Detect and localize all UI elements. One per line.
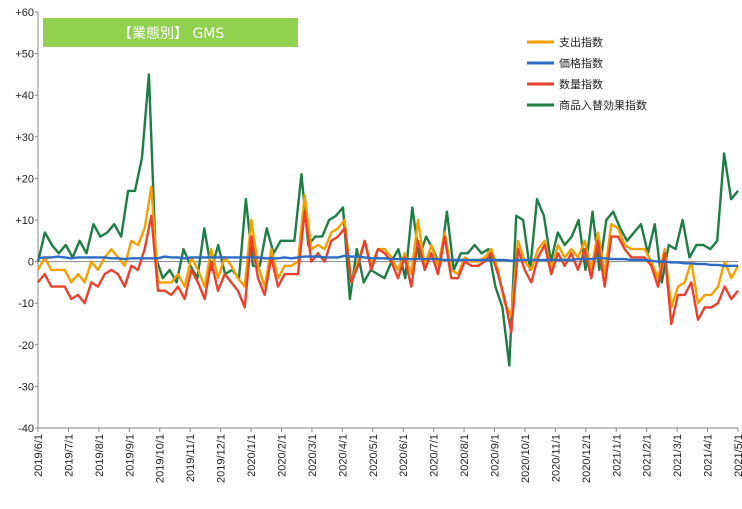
y-tick-label: +10	[15, 215, 34, 227]
x-tick-label: 2019/9/1	[124, 434, 136, 477]
x-tick-label: 2021/2/1	[642, 434, 654, 477]
x-tick-label: 2021/1/1	[611, 434, 623, 477]
chart-title: 【業態別】 GMS	[118, 26, 224, 42]
x-tick-label: 2021/5/1	[733, 434, 742, 477]
y-tick-label: -10	[18, 298, 34, 310]
x-tick-label: 2020/2/1	[276, 434, 288, 477]
legend-label: 支出指数	[559, 35, 603, 49]
x-tick-label: 2020/12/1	[581, 434, 593, 483]
legend-label: 商品入替効果指数	[559, 98, 647, 112]
y-tick-label: +60	[15, 7, 34, 19]
x-tick-label: 2020/3/1	[307, 434, 319, 477]
y-tick-label: +30	[15, 132, 34, 144]
x-tick-label: 2020/7/1	[429, 434, 441, 477]
legend-label: 価格指数	[559, 56, 603, 70]
x-tick-label: 2020/10/1	[520, 434, 532, 483]
y-tick-label: 0	[28, 257, 34, 269]
x-tick-label: 2020/6/1	[398, 434, 410, 477]
chart-title-background	[43, 18, 298, 47]
x-tick-label: 2019/10/1	[155, 434, 167, 483]
y-tick-label: +50	[15, 49, 34, 61]
series-line-0	[36, 185, 740, 317]
y-tick-label: +20	[15, 173, 34, 185]
x-tick-label: 2020/8/1	[459, 434, 471, 477]
x-tick-label: 2019/6/1	[33, 434, 45, 477]
series-line-3	[36, 73, 739, 367]
x-tick-label: 2020/4/1	[337, 434, 349, 477]
x-tick-label: 2019/8/1	[94, 434, 106, 477]
x-tick-label: 2021/3/1	[672, 434, 684, 477]
x-tick-label: 2020/5/1	[368, 434, 380, 477]
y-tick-label: -20	[18, 340, 34, 352]
x-tick-label: 2019/11/1	[185, 434, 197, 482]
y-tick-label: +40	[15, 90, 34, 102]
x-tick-label: 2021/4/1	[703, 434, 715, 477]
series-line-2	[37, 210, 739, 334]
x-tick-label: 2019/12/1	[216, 434, 228, 483]
x-tick-label: 2020/11/1	[550, 434, 562, 482]
y-tick-label: -30	[18, 381, 34, 393]
chart-title-box: 【業態別】 GMS	[43, 18, 298, 47]
series-layer	[36, 73, 740, 367]
x-tick-label: 2020/1/1	[246, 434, 258, 477]
x-tick-label: 2020/9/1	[490, 434, 502, 477]
series-line-1	[37, 254, 738, 267]
y-tick-label: -40	[18, 423, 34, 435]
legend-label: 数量指数	[559, 77, 603, 91]
x-tick-label: 2019/7/1	[63, 434, 75, 477]
